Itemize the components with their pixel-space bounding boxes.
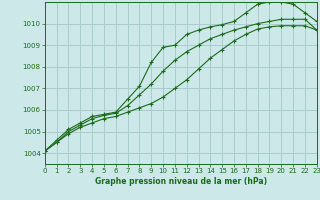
X-axis label: Graphe pression niveau de la mer (hPa): Graphe pression niveau de la mer (hPa): [95, 177, 267, 186]
